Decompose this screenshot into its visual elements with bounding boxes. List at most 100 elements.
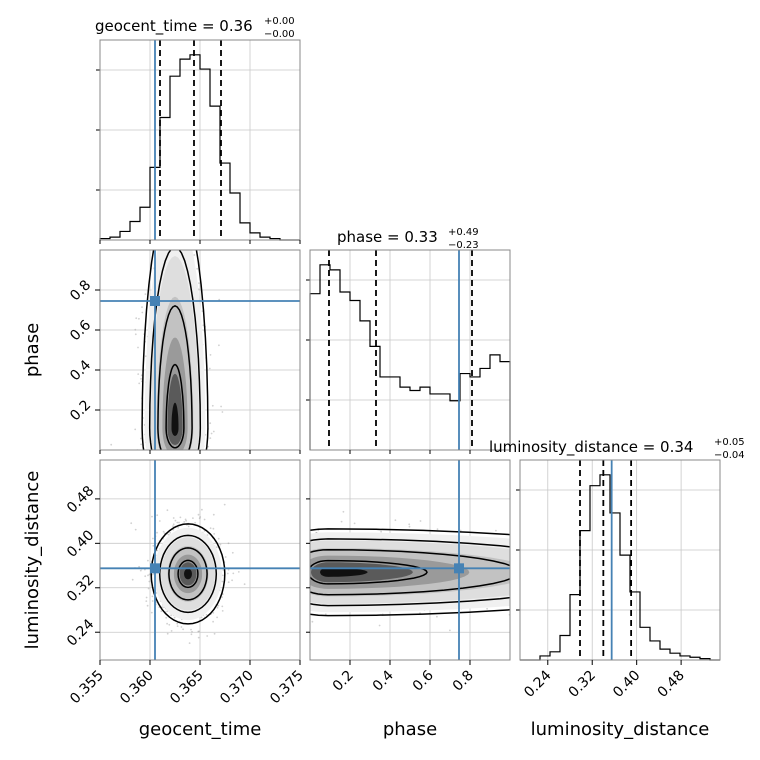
sample-point <box>679 593 681 595</box>
sample-point <box>140 378 143 380</box>
sample-point <box>168 235 170 237</box>
sample-point <box>290 577 292 579</box>
sample-point <box>166 452 168 454</box>
sample-point <box>285 548 287 550</box>
sample-point <box>257 585 259 587</box>
sample-point <box>307 548 309 550</box>
title-luminosity-distance: luminosity_distance = 0.34 +0.05 −0.04 <box>489 437 745 461</box>
sample-point <box>283 558 285 560</box>
sample-point <box>171 248 173 250</box>
sample-point <box>305 579 307 581</box>
contour-line <box>148 250 202 450</box>
sample-point <box>516 607 518 609</box>
sample-point <box>187 463 189 465</box>
sample-point <box>256 610 258 612</box>
sample-point <box>193 254 196 256</box>
sample-point <box>305 584 307 586</box>
sample-point <box>147 587 150 590</box>
sample-point <box>176 472 178 474</box>
sample-point <box>681 596 683 598</box>
sample-point <box>178 473 180 475</box>
sample-point <box>191 630 193 633</box>
sample-point <box>200 453 202 455</box>
sample-point <box>512 597 514 599</box>
sample-point <box>516 562 518 564</box>
sample-point <box>295 562 297 564</box>
sample-point <box>141 311 144 314</box>
sample-point <box>161 164 163 166</box>
sample-point <box>190 454 192 456</box>
sample-point <box>184 464 186 466</box>
sample-point <box>138 565 141 568</box>
sample-point <box>194 245 196 247</box>
sample-point <box>150 455 152 457</box>
sample-point <box>166 457 168 459</box>
sample-point <box>162 530 165 533</box>
sample-point <box>302 533 304 535</box>
sample-point <box>182 453 184 455</box>
sample-point <box>217 604 220 607</box>
xlabel-geocent-time: geocent_time <box>139 719 262 740</box>
sample-point <box>243 583 246 586</box>
sample-point <box>263 596 265 598</box>
sample-point <box>172 461 174 463</box>
sample-point <box>301 582 303 584</box>
sample-point <box>197 504 199 506</box>
sample-point <box>179 458 181 460</box>
sample-point <box>305 559 307 561</box>
sample-point <box>294 553 296 555</box>
sample-point <box>191 456 193 458</box>
sample-point <box>177 461 179 463</box>
sample-point <box>135 463 137 465</box>
sample-point <box>172 475 174 477</box>
sample-point <box>556 516 558 518</box>
ylabel-phase: phase <box>22 323 43 377</box>
xtick-label-geocent-time: 0.370 <box>217 668 257 708</box>
sample-point <box>284 549 286 551</box>
ytick-label-luminosity-distance: 0.24 <box>64 616 97 649</box>
sample-point <box>267 564 269 566</box>
sample-point <box>268 576 270 578</box>
sample-point <box>295 565 297 567</box>
sample-point <box>279 561 281 563</box>
sample-point <box>268 576 270 578</box>
sample-point <box>221 596 223 599</box>
sample-point <box>276 576 278 578</box>
contour-line <box>157 304 193 450</box>
sample-point <box>289 532 291 534</box>
sample-point <box>277 576 279 578</box>
sample-point <box>175 481 177 483</box>
sample-point <box>296 528 298 530</box>
ytick-label-phase: 0.8 <box>67 277 94 304</box>
sample-point <box>197 475 199 477</box>
sample-point <box>186 504 188 506</box>
sample-point <box>157 204 159 206</box>
sample-point <box>190 628 192 631</box>
sample-point <box>283 559 285 561</box>
sample-point <box>717 559 719 561</box>
sample-point <box>284 583 286 585</box>
sample-point <box>277 563 279 565</box>
sample-point <box>212 620 215 623</box>
sample-point <box>141 486 143 488</box>
sample-point <box>627 565 629 567</box>
sample-point <box>436 615 438 618</box>
sample-point <box>303 567 305 569</box>
sample-point <box>184 457 186 459</box>
sample-point <box>277 551 279 553</box>
sample-point <box>272 602 274 604</box>
sample-point <box>182 473 184 475</box>
sample-point <box>174 116 176 118</box>
sample-point <box>744 584 746 586</box>
sample-point <box>167 456 169 458</box>
sample-point <box>174 454 176 456</box>
sample-point <box>178 463 180 465</box>
sample-point <box>301 606 303 608</box>
sample-point <box>607 596 609 598</box>
sample-point <box>178 491 180 493</box>
sample-point <box>168 481 170 483</box>
sample-point <box>285 581 287 583</box>
sample-point <box>165 469 167 471</box>
sample-point <box>205 496 207 498</box>
sample-point <box>306 554 308 556</box>
